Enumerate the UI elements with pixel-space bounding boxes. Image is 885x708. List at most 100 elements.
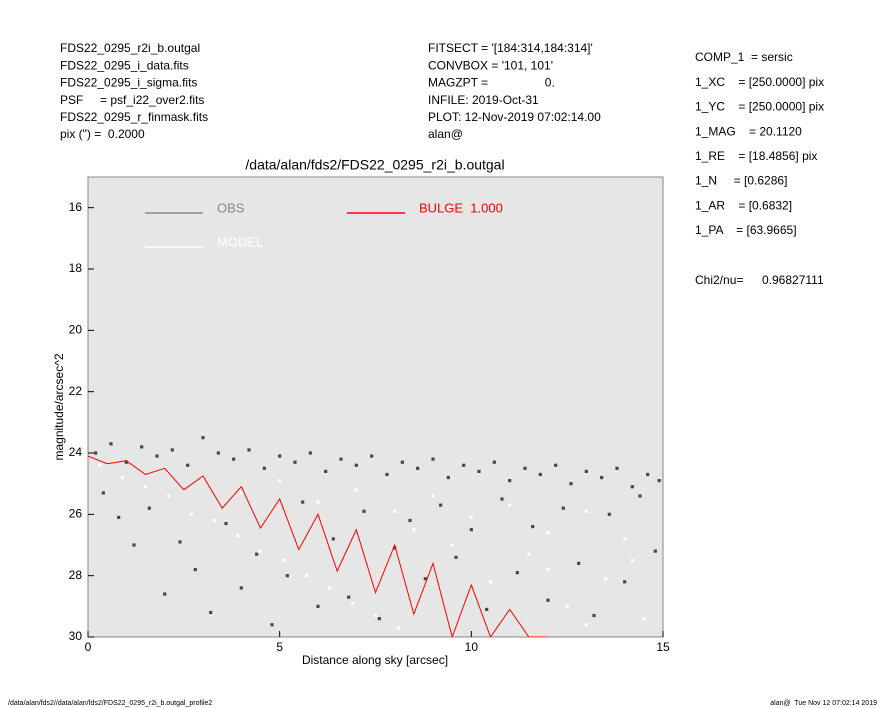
point <box>331 537 335 541</box>
point <box>247 448 251 452</box>
param-line: 1_N = [0.6286] <box>695 174 787 188</box>
point <box>646 472 650 477</box>
point <box>561 506 565 510</box>
point <box>132 543 136 547</box>
point <box>293 460 297 464</box>
point <box>500 497 504 501</box>
point <box>546 598 550 602</box>
point <box>492 460 496 464</box>
point <box>431 457 435 461</box>
plot-marks <box>88 436 661 637</box>
point <box>439 503 443 507</box>
header-line: CONVBOX = '101, 101' <box>428 58 553 72</box>
y-tick-label: 30 <box>69 629 83 643</box>
legend-label: BULGE 1.000 <box>419 200 503 215</box>
point <box>209 610 213 615</box>
header-line: PLOT: 12-Nov-2019 07:02:14.00 <box>428 110 601 124</box>
point <box>170 448 174 452</box>
point <box>362 509 366 513</box>
y-tick-label: 24 <box>69 445 83 459</box>
point <box>308 451 312 455</box>
point <box>565 604 569 608</box>
point <box>377 617 381 621</box>
point <box>416 466 420 470</box>
point <box>324 469 328 473</box>
point <box>258 549 263 553</box>
point <box>462 463 466 467</box>
point <box>155 454 159 458</box>
header-line: MAGZPT = 0. <box>428 76 555 90</box>
chi2-value: 0.96827111 <box>762 273 824 287</box>
y-tick-label: 18 <box>69 261 83 275</box>
point <box>339 457 343 461</box>
point <box>469 515 473 519</box>
y-tick-label: 16 <box>69 200 83 214</box>
point <box>347 595 351 599</box>
point <box>270 623 274 627</box>
point <box>101 491 105 495</box>
header-line: PSF = psf_i22_over2.fits <box>60 93 204 107</box>
point <box>527 552 531 556</box>
point <box>642 617 646 621</box>
header-line: FDS22_0295_i_sigma.fits <box>60 76 197 90</box>
point <box>350 601 355 605</box>
point <box>538 472 542 477</box>
point <box>235 534 240 538</box>
point <box>385 472 389 477</box>
point <box>523 466 527 470</box>
point <box>554 463 558 467</box>
point <box>178 540 182 544</box>
point <box>396 626 401 630</box>
point <box>488 580 493 584</box>
point <box>584 623 588 627</box>
param-line: 1_RE = [18.4856] pix <box>695 149 817 163</box>
header-line: INFILE: 2019-Oct-31 <box>428 93 539 107</box>
header-line: FDS22_0295_r2i_b.outgal <box>60 41 200 55</box>
point <box>615 466 619 470</box>
point <box>400 460 404 464</box>
point <box>546 567 550 572</box>
point <box>120 475 125 480</box>
y-tick-label: 26 <box>69 507 83 521</box>
chart-title: /data/alan/fds2/FDS22_0295_r2i_b.outgal <box>245 157 504 173</box>
point <box>657 479 661 483</box>
point <box>147 506 151 510</box>
point <box>454 555 458 559</box>
header-line: FDS22_0295_r_finmask.fits <box>60 110 208 124</box>
point <box>515 571 519 575</box>
point <box>316 604 320 608</box>
legend-label: OBS <box>217 200 245 215</box>
point <box>117 515 121 519</box>
x-tick-label: 10 <box>465 640 479 654</box>
point <box>124 460 128 464</box>
point <box>109 442 113 446</box>
point <box>446 475 450 480</box>
point <box>638 494 642 498</box>
param-line: 1_AR = [0.6832] <box>695 198 792 212</box>
point <box>232 457 236 461</box>
y-tick-label: 20 <box>69 323 83 337</box>
point <box>354 463 358 467</box>
point <box>546 531 550 535</box>
point <box>140 445 144 449</box>
header-line: FDS22_0295_i_data.fits <box>60 58 189 72</box>
y-tick-label: 28 <box>69 568 83 582</box>
point <box>431 494 435 498</box>
point <box>255 552 259 556</box>
point <box>469 528 473 532</box>
param-line: COMP_1 = sersic <box>695 50 793 64</box>
point <box>281 558 286 562</box>
point <box>301 500 305 504</box>
point <box>143 485 148 489</box>
point <box>97 463 102 467</box>
point <box>166 494 171 498</box>
point <box>653 549 657 553</box>
point <box>163 592 167 596</box>
param-line: 1_PA = [63.9665] <box>695 223 797 237</box>
point <box>278 479 282 483</box>
chi2-label: Chi2/nu= <box>695 273 743 287</box>
param-line: 1_YC = [250.0000] pix <box>695 100 824 114</box>
point <box>508 503 512 507</box>
header-line: pix (") = 0.2000 <box>60 127 145 141</box>
